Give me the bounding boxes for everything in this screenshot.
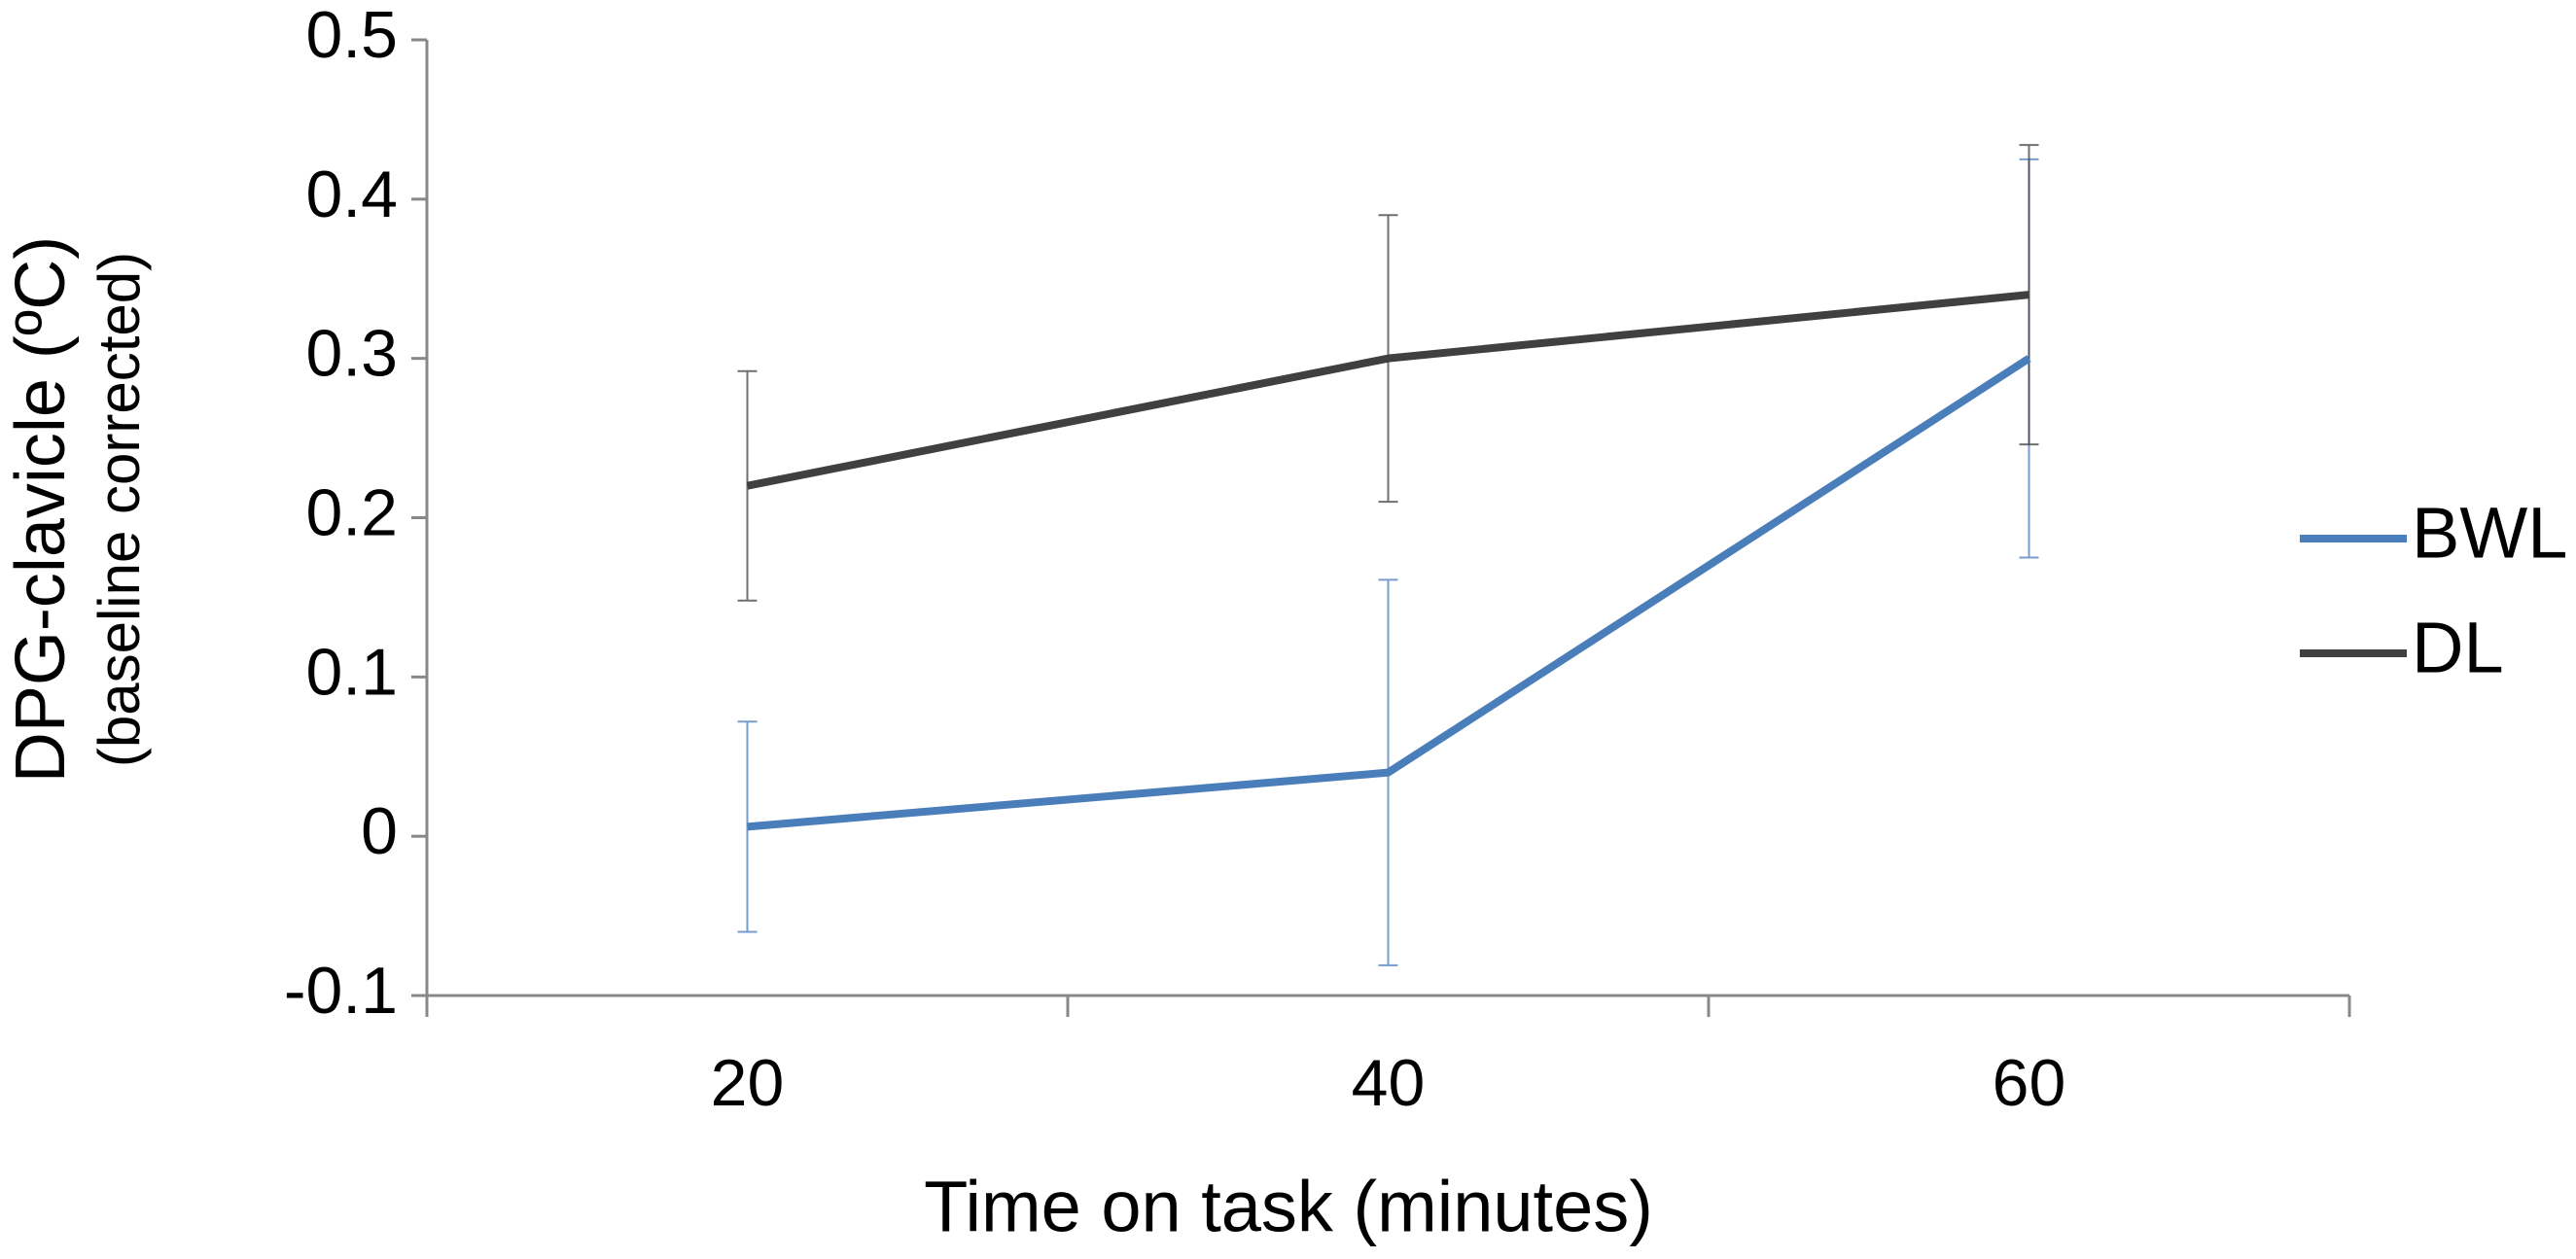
x-tick-label: 60: [1993, 1046, 2066, 1120]
x-axis-label: Time on task (minutes): [924, 1167, 1653, 1247]
y-axis-sublabel-group: (baseline corrected): [87, 252, 152, 767]
legend-label: BWL: [2412, 493, 2567, 574]
y-tick-label: 0.5: [305, 0, 398, 72]
y-tick-label: -0.1: [284, 954, 398, 1028]
y-axis-label: DPG-clavicle (ºC): [2, 236, 80, 783]
y-axis-sublabel: (baseline corrected): [87, 252, 152, 767]
series-line: [746, 291, 2029, 490]
y-tick-label: 0.3: [305, 317, 398, 391]
x-tick-label: 40: [1352, 1046, 1426, 1120]
y-tick-label: 0.1: [305, 635, 398, 709]
y-tick-label: 0.4: [305, 157, 398, 231]
y-tick-label: 0.2: [305, 475, 398, 549]
legend-label: DL: [2412, 608, 2504, 688]
y-tick-label: 0: [361, 794, 398, 868]
x-tick-label: 20: [711, 1046, 785, 1120]
series-line: [747, 355, 2031, 831]
y-axis-label-group: DPG-clavicle (ºC): [2, 236, 80, 783]
